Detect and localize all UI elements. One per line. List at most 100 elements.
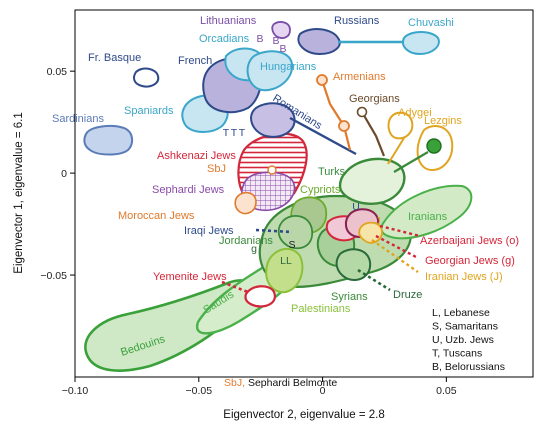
label-turks: Turks — [318, 166, 346, 178]
armenians-node — [316, 74, 328, 86]
label-russians: Russians — [334, 15, 380, 27]
legend-entry: B, Belorussians — [432, 361, 505, 373]
label-druze: Druze — [393, 289, 422, 301]
label-lithuanians: Lithuanians — [200, 15, 257, 27]
label-georgian-jews-g: Georgian Jews (g) — [425, 255, 515, 267]
legend-entry: U, Uzb. Jews — [432, 334, 494, 346]
legend-name: Uzb. Jews — [445, 334, 493, 346]
legend-name: Lebanese — [444, 307, 490, 319]
label-sephardi-jews: Sephardi Jews — [152, 184, 225, 196]
label-cypriots: Cypriots — [300, 184, 341, 196]
x-tick-label: 0.05 — [436, 385, 457, 397]
legend-abbr: L, — [432, 307, 444, 319]
cluster-fr-basque — [133, 67, 160, 88]
cluster-russians — [297, 28, 341, 56]
legend-footer: SbJ, Sephardi Belmonte — [224, 377, 337, 389]
label-jordanians: Jordanians — [219, 235, 273, 247]
cluster-iranians — [380, 184, 473, 240]
label-armenians: Armenians — [333, 71, 386, 83]
point-mark: J — [375, 215, 380, 227]
point-mark: T — [231, 127, 238, 139]
druze-link — [357, 268, 391, 292]
cluster-hungarians — [246, 50, 294, 92]
label-sardinians: Sardinians — [52, 113, 104, 125]
label-french: French — [178, 55, 212, 67]
cluster-yemenite-jews — [244, 285, 276, 308]
legend-abbr: U, — [432, 334, 445, 346]
cluster-druze — [335, 248, 372, 281]
legend-entry: S, Samaritans — [432, 321, 498, 333]
point-mark: B — [272, 35, 279, 47]
label-ashkenazi-jews: Ashkenazi Jews — [157, 150, 236, 162]
label-iranian-jews-j: Iranian Jews (J) — [425, 271, 503, 283]
label-hungarians: Hungarians — [260, 61, 317, 73]
cluster-romanians — [250, 102, 296, 138]
legend-name: Belorussians — [445, 361, 505, 373]
legend-name: Sephardi Belmonte — [248, 377, 337, 389]
label-yemenite-jews: Yemenite Jews — [153, 271, 227, 283]
armenians-link — [320, 79, 352, 151]
legend-name: Tuscans — [443, 348, 482, 360]
legend-abbr: T, — [432, 348, 443, 360]
label-azerbaijani-jews-o: Azerbaijani Jews (o) — [420, 235, 519, 247]
yemenite-jews-link — [221, 280, 249, 294]
cluster-adygei — [387, 111, 414, 140]
legend-entry: T, Tuscans — [432, 348, 482, 360]
label-spaniards: Spaniards — [124, 105, 174, 117]
legend-entry: L, Lebanese — [432, 307, 490, 319]
lezgins-node — [426, 138, 442, 154]
label-iranians: Iranians — [408, 211, 448, 223]
point-mark: T — [223, 127, 230, 139]
label-iraqi-jews: Iraqi Jews — [184, 225, 234, 237]
label-sbj: SbJ — [207, 163, 226, 175]
x-axis-title: Eigenvector 2, eigenvalue = 2.8 — [223, 409, 384, 421]
y-tick-label: 0.05 — [47, 66, 68, 78]
y-tick-label: −0.05 — [40, 270, 67, 282]
cluster-palestinians — [265, 247, 304, 294]
point-mark: B — [279, 43, 286, 55]
point-mark: T — [239, 127, 246, 139]
point-mark: U — [352, 201, 360, 213]
legend-abbr: SbJ, — [224, 377, 248, 389]
legend-name: Samaritans — [445, 321, 498, 333]
label-moroccan-jews: Moroccan Jews — [118, 210, 195, 222]
adygei-link — [387, 137, 405, 165]
y-axis-title: Eigenvector 1, eigenvalue = 6.1 — [13, 112, 25, 273]
point-mark: LL — [280, 255, 292, 267]
point-mark: g — [251, 243, 257, 255]
label-orcadians: Orcadians — [199, 33, 250, 45]
point-mark: B — [256, 33, 263, 45]
label-palestinians: Palestinians — [291, 303, 351, 315]
iraqi-jews-link — [255, 228, 293, 234]
axes: −0.10 −0.05 0 0.05 −0.05 0 0.05 — [40, 66, 456, 397]
romanians-link — [289, 116, 357, 156]
label-lezgins: Lezgins — [424, 115, 462, 127]
legend-abbr: S, — [432, 321, 445, 333]
georgians-link — [361, 111, 386, 157]
x-tick-label: 0 — [320, 385, 326, 397]
x-tick-label: −0.05 — [185, 385, 212, 397]
population-clusters — [83, 21, 473, 372]
cluster-sardinians — [83, 125, 134, 156]
cluster-moroccan-jews — [234, 191, 257, 215]
lezgins-link — [393, 151, 429, 173]
georgians-node — [356, 106, 368, 118]
legend-abbr: B, — [432, 361, 445, 373]
cluster-lithuanians — [271, 21, 291, 39]
label-chuvashi: Chuvashi — [408, 17, 454, 29]
cluster-iranian-jews — [358, 221, 383, 244]
armenians-node — [338, 120, 350, 132]
label-adygei: Adygei — [398, 107, 432, 119]
label-fr-basque: Fr. Basque — [88, 52, 141, 64]
label-georgians: Georgians — [349, 93, 400, 105]
label-syrians: Syrians — [331, 291, 368, 303]
x-tick-label: −0.10 — [62, 385, 89, 397]
y-tick-label: 0 — [61, 168, 67, 180]
cluster-turks — [338, 157, 406, 205]
sbj-node — [267, 165, 277, 175]
cluster-chuvashi — [402, 31, 440, 56]
point-mark: S — [288, 239, 295, 251]
